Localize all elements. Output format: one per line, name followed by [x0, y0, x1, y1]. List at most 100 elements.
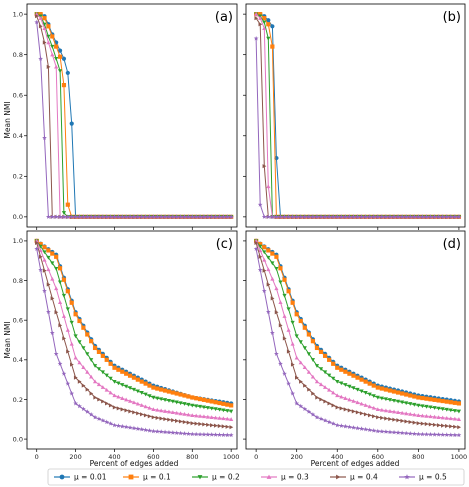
data-point: [88, 214, 94, 219]
data-point: [449, 424, 453, 429]
data-point: [262, 26, 267, 31]
data-point: [136, 411, 140, 416]
data-point: [351, 214, 356, 219]
data-point: [286, 327, 291, 332]
data-point: [155, 396, 160, 401]
data-point: [65, 214, 71, 219]
data-point: [359, 401, 364, 406]
panel-c: 0 200 400 600 800 1000 0.0 0.2 0.4 0.6 0.8 1.0 (c): [13, 230, 239, 461]
legend-marker: [197, 475, 203, 480]
data-point: [314, 364, 320, 368]
data-point: [412, 402, 417, 407]
data-point: [428, 214, 433, 219]
data-point: [135, 214, 141, 219]
data-point: [201, 414, 207, 419]
data-point: [440, 398, 445, 404]
data-point: [278, 361, 283, 366]
data-point: [335, 393, 340, 398]
data-point: [73, 334, 78, 339]
data-point: [258, 248, 263, 253]
data-point: [298, 214, 304, 219]
data-point: [258, 241, 263, 247]
data-point: [89, 339, 94, 344]
data-point: [375, 385, 380, 390]
data-point: [432, 397, 437, 402]
data-point: [387, 388, 393, 393]
data-point: [444, 407, 449, 412]
data-point: [315, 395, 320, 400]
data-point: [174, 430, 180, 435]
data-point: [265, 309, 271, 314]
data-point: [170, 214, 176, 219]
data-point: [166, 409, 172, 414]
data-point: [213, 415, 218, 420]
data-point: [115, 214, 121, 219]
data-point: [135, 377, 140, 382]
data-point: [331, 390, 336, 395]
data-point: [383, 397, 389, 402]
data-point: [424, 431, 429, 437]
data-point: [225, 409, 230, 413]
data-point: [81, 365, 86, 370]
data-point: [178, 392, 183, 397]
data-point: [45, 214, 51, 219]
data-point: [456, 214, 462, 219]
data-point: [190, 403, 195, 408]
data-point: [338, 423, 344, 428]
data-point: [96, 367, 102, 372]
data-point: [359, 377, 364, 382]
data-point: [310, 214, 316, 219]
data-point: [80, 406, 86, 412]
data-point: [81, 325, 86, 330]
data-point: [61, 314, 67, 318]
x-tick-label: 400: [331, 453, 343, 461]
data-point: [139, 214, 145, 219]
data-point: [363, 391, 368, 395]
data-point: [58, 323, 63, 328]
data-point: [38, 248, 43, 253]
data-point: [257, 267, 263, 272]
data-point: [266, 255, 271, 260]
legend-entry-5: μ = 0.4: [330, 473, 378, 482]
data-point: [197, 431, 203, 437]
data-point: [189, 431, 195, 437]
data-point: [436, 406, 441, 411]
data-point: [46, 64, 51, 69]
data-point: [201, 214, 207, 219]
data-point: [158, 429, 164, 434]
data-point: [453, 424, 457, 429]
data-point: [420, 395, 425, 401]
data-point: [182, 412, 187, 416]
series-5: [35, 240, 234, 430]
data-point: [220, 432, 226, 437]
data-point: [400, 400, 405, 405]
data-point: [298, 318, 303, 324]
data-point: [92, 214, 98, 219]
data-point: [61, 277, 67, 282]
data-point: [175, 418, 179, 423]
data-point: [154, 214, 160, 219]
data-point: [391, 398, 397, 403]
data-point: [38, 24, 43, 29]
data-point: [424, 414, 429, 418]
data-point: [42, 135, 47, 140]
data-point: [387, 398, 393, 402]
data-point: [290, 341, 295, 346]
data-point: [210, 423, 214, 428]
data-point: [229, 417, 234, 421]
data-point: [266, 36, 271, 41]
data-point: [54, 286, 59, 291]
data-point: [266, 184, 271, 189]
series-4: [34, 238, 234, 421]
data-point: [408, 412, 413, 416]
data-point: [38, 267, 44, 272]
data-point: [229, 425, 234, 430]
data-point: [42, 40, 47, 45]
data-point: [57, 300, 63, 305]
x-tick-label: 800: [186, 453, 198, 461]
data-point: [34, 19, 40, 25]
data-point: [57, 361, 63, 366]
data-point: [261, 214, 267, 219]
x-tick-label: 0: [254, 453, 258, 461]
data-point: [448, 214, 454, 219]
